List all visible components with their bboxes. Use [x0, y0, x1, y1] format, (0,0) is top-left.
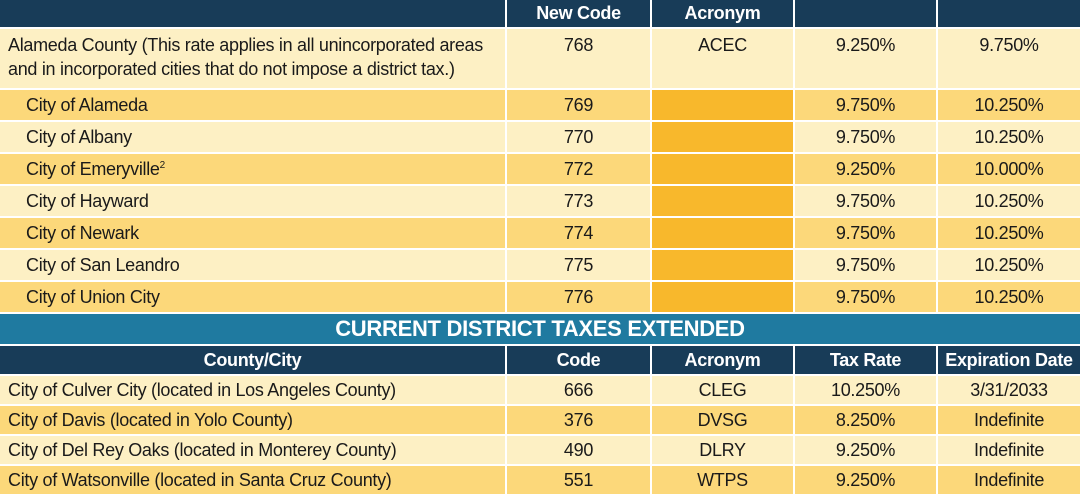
city-acronym — [651, 185, 795, 218]
city-acronym — [651, 281, 795, 314]
city-code: 776 — [506, 281, 652, 314]
district-acronym: DLRY — [651, 435, 795, 466]
city-name: City of Albany — [0, 121, 507, 154]
table-row: City of Albany 770 9.750% 10.250% — [0, 121, 1080, 154]
table-row: City of Newark 774 9.750% 10.250% — [0, 217, 1080, 250]
city-acronym — [651, 217, 795, 250]
header-acronym: Acronym — [651, 0, 795, 29]
district-code: 551 — [506, 465, 652, 496]
city-rate-1: 9.250% — [794, 153, 938, 186]
district-name: City of Del Rey Oaks (located in Montere… — [0, 435, 507, 466]
header-expiration-date: Expiration Date — [937, 345, 1080, 376]
city-acronym — [651, 249, 795, 282]
city-rate-2: 10.250% — [937, 121, 1080, 154]
county-rate-1: 9.250% — [794, 28, 938, 90]
district-acronym: CLEG — [651, 375, 795, 406]
header-county-blank — [0, 0, 507, 29]
district-code: 666 — [506, 375, 652, 406]
table-row: City of Union City 776 9.750% 10.250% — [0, 281, 1080, 314]
header-rate-blank-2 — [937, 0, 1080, 29]
district-acronym: WTPS — [651, 465, 795, 496]
city-rate-2: 10.250% — [937, 249, 1080, 282]
district-acronym: DVSG — [651, 405, 795, 436]
city-acronym — [651, 153, 795, 186]
district-rate: 10.250% — [794, 375, 938, 406]
county-row: Alameda County (This rate applies in all… — [0, 28, 1080, 90]
district-expiration: Indefinite — [937, 405, 1080, 436]
city-code: 772 — [506, 153, 652, 186]
district-name: City of Watsonville (located in Santa Cr… — [0, 465, 507, 496]
table-row: City of Hayward 773 9.750% 10.250% — [0, 185, 1080, 218]
header-county-city: County/City — [0, 345, 507, 376]
city-rate-2: 10.250% — [937, 217, 1080, 250]
city-name: City of Alameda — [0, 89, 507, 122]
city-code: 769 — [506, 89, 652, 122]
table-row: City of Culver City (located in Los Ange… — [0, 375, 1080, 406]
district-rate: 9.250% — [794, 435, 938, 466]
city-code: 773 — [506, 185, 652, 218]
district-code: 490 — [506, 435, 652, 466]
district-expiration: Indefinite — [937, 465, 1080, 496]
header-rate-blank-1 — [794, 0, 938, 29]
city-rate-1: 9.750% — [794, 281, 938, 314]
district-expiration: 3/31/2033 — [937, 375, 1080, 406]
section-title: CURRENT DISTRICT TAXES EXTENDED — [0, 313, 1080, 346]
second-header-row: County/City Code Acronym Tax Rate Expira… — [0, 345, 1080, 376]
city-rate-2: 10.250% — [937, 281, 1080, 314]
city-rate-2: 10.000% — [937, 153, 1080, 186]
table-row: City of Del Rey Oaks (located in Montere… — [0, 435, 1080, 466]
city-acronym — [651, 121, 795, 154]
city-rate-1: 9.750% — [794, 217, 938, 250]
city-rate-1: 9.750% — [794, 89, 938, 122]
top-header-row: New Code Acronym — [0, 0, 1080, 29]
district-name: City of Culver City (located in Los Ange… — [0, 375, 507, 406]
county-acronym: ACEC — [651, 28, 795, 90]
header-code: Code — [506, 345, 652, 376]
header-acronym-2: Acronym — [651, 345, 795, 376]
city-rate-2: 10.250% — [937, 89, 1080, 122]
header-new-code: New Code — [506, 0, 652, 29]
city-code: 770 — [506, 121, 652, 154]
city-rate-1: 9.750% — [794, 121, 938, 154]
city-name: City of Newark — [0, 217, 507, 250]
district-name: City of Davis (located in Yolo County) — [0, 405, 507, 436]
district-rate: 8.250% — [794, 405, 938, 436]
county-name: Alameda County (This rate applies in all… — [0, 28, 507, 90]
table-row: City of Emeryville2 772 9.250% 10.000% — [0, 153, 1080, 186]
table-row: City of Alameda 769 9.750% 10.250% — [0, 89, 1080, 122]
city-name: City of Hayward — [0, 185, 507, 218]
table-row: City of Watsonville (located in Santa Cr… — [0, 465, 1080, 496]
district-code: 376 — [506, 405, 652, 436]
county-code: 768 — [506, 28, 652, 90]
city-rate-1: 9.750% — [794, 249, 938, 282]
city-rate-1: 9.750% — [794, 185, 938, 218]
city-name: City of San Leandro — [0, 249, 507, 282]
district-rate: 9.250% — [794, 465, 938, 496]
table-row: City of San Leandro 775 9.750% 10.250% — [0, 249, 1080, 282]
section-band: CURRENT DISTRICT TAXES EXTENDED — [0, 313, 1080, 346]
city-name: City of Emeryville2 — [0, 153, 507, 186]
city-name: City of Union City — [0, 281, 507, 314]
header-tax-rate: Tax Rate — [794, 345, 938, 376]
city-code: 774 — [506, 217, 652, 250]
city-acronym — [651, 89, 795, 122]
city-code: 775 — [506, 249, 652, 282]
district-expiration: Indefinite — [937, 435, 1080, 466]
table-row: City of Davis (located in Yolo County) 3… — [0, 405, 1080, 436]
city-rate-2: 10.250% — [937, 185, 1080, 218]
county-rate-2: 9.750% — [937, 28, 1080, 90]
